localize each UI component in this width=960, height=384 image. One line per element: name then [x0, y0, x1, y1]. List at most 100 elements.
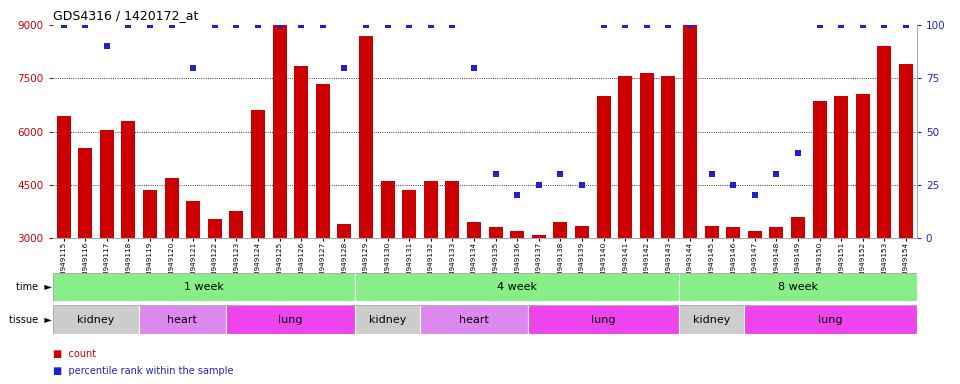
- Bar: [510, 231, 524, 238]
- Text: kidney: kidney: [693, 314, 731, 325]
- Bar: [528, 305, 680, 334]
- Bar: [143, 190, 157, 238]
- Bar: [229, 212, 244, 238]
- Point: [596, 22, 612, 28]
- Bar: [532, 235, 546, 238]
- Bar: [726, 227, 740, 238]
- Bar: [680, 305, 744, 334]
- Point: [899, 22, 914, 28]
- Bar: [877, 46, 892, 238]
- Point: [444, 22, 460, 28]
- Bar: [899, 64, 913, 238]
- Bar: [207, 218, 222, 238]
- Bar: [121, 121, 135, 238]
- Text: heart: heart: [459, 314, 489, 325]
- Point: [337, 65, 352, 71]
- Bar: [618, 76, 633, 238]
- Point: [121, 22, 136, 28]
- Point: [855, 22, 871, 28]
- Bar: [445, 181, 460, 238]
- Point: [510, 192, 525, 199]
- Bar: [661, 76, 676, 238]
- Bar: [251, 110, 265, 238]
- Text: heart: heart: [167, 314, 198, 325]
- Bar: [467, 222, 481, 238]
- Bar: [78, 147, 92, 238]
- Point: [142, 22, 157, 28]
- Bar: [139, 305, 226, 334]
- Point: [683, 22, 698, 28]
- Point: [790, 150, 805, 156]
- Point: [617, 22, 633, 28]
- Point: [812, 22, 828, 28]
- Point: [726, 182, 741, 188]
- Text: ■  percentile rank within the sample: ■ percentile rank within the sample: [53, 366, 233, 376]
- Text: GDS4316 / 1420172_at: GDS4316 / 1420172_at: [53, 9, 198, 22]
- Point: [747, 192, 762, 199]
- Text: 4 week: 4 week: [497, 282, 538, 292]
- Point: [56, 22, 71, 28]
- Bar: [834, 96, 849, 238]
- Bar: [402, 190, 417, 238]
- Text: lung: lung: [591, 314, 616, 325]
- Bar: [355, 305, 420, 334]
- Point: [833, 22, 849, 28]
- Bar: [53, 305, 139, 334]
- Point: [531, 182, 546, 188]
- Bar: [683, 25, 697, 238]
- Point: [164, 22, 180, 28]
- Text: tissue  ►: tissue ►: [9, 314, 52, 325]
- Bar: [596, 96, 611, 238]
- Bar: [744, 305, 917, 334]
- Point: [207, 22, 223, 28]
- Bar: [355, 273, 680, 301]
- Bar: [855, 94, 870, 238]
- Bar: [316, 84, 330, 238]
- Bar: [57, 116, 71, 238]
- Point: [876, 22, 892, 28]
- Point: [78, 22, 93, 28]
- Point: [380, 22, 396, 28]
- Bar: [186, 201, 201, 238]
- Bar: [100, 130, 114, 238]
- Bar: [164, 178, 179, 238]
- Point: [315, 22, 330, 28]
- Bar: [680, 273, 917, 301]
- Point: [423, 22, 439, 28]
- Point: [272, 22, 287, 28]
- Point: [358, 22, 373, 28]
- Bar: [705, 226, 719, 238]
- Text: ■  count: ■ count: [53, 349, 96, 359]
- Point: [228, 22, 244, 28]
- Point: [704, 171, 719, 177]
- Point: [660, 22, 676, 28]
- Point: [401, 22, 417, 28]
- Bar: [423, 181, 438, 238]
- Text: 8 week: 8 week: [778, 282, 818, 292]
- Bar: [226, 305, 355, 334]
- Text: 1 week: 1 week: [184, 282, 224, 292]
- Point: [488, 171, 503, 177]
- Bar: [359, 36, 373, 238]
- Bar: [273, 25, 287, 238]
- Bar: [294, 66, 308, 238]
- Bar: [53, 273, 355, 301]
- Bar: [575, 226, 589, 238]
- Point: [639, 22, 655, 28]
- Bar: [769, 227, 783, 238]
- Point: [769, 171, 784, 177]
- Text: time  ►: time ►: [16, 282, 52, 292]
- Bar: [337, 224, 351, 238]
- Text: kidney: kidney: [78, 314, 114, 325]
- Bar: [420, 305, 528, 334]
- Point: [99, 43, 114, 50]
- Bar: [791, 217, 805, 238]
- Bar: [553, 222, 567, 238]
- Bar: [748, 231, 762, 238]
- Point: [185, 65, 201, 71]
- Bar: [812, 101, 827, 238]
- Point: [294, 22, 309, 28]
- Bar: [380, 181, 395, 238]
- Point: [251, 22, 266, 28]
- Point: [553, 171, 568, 177]
